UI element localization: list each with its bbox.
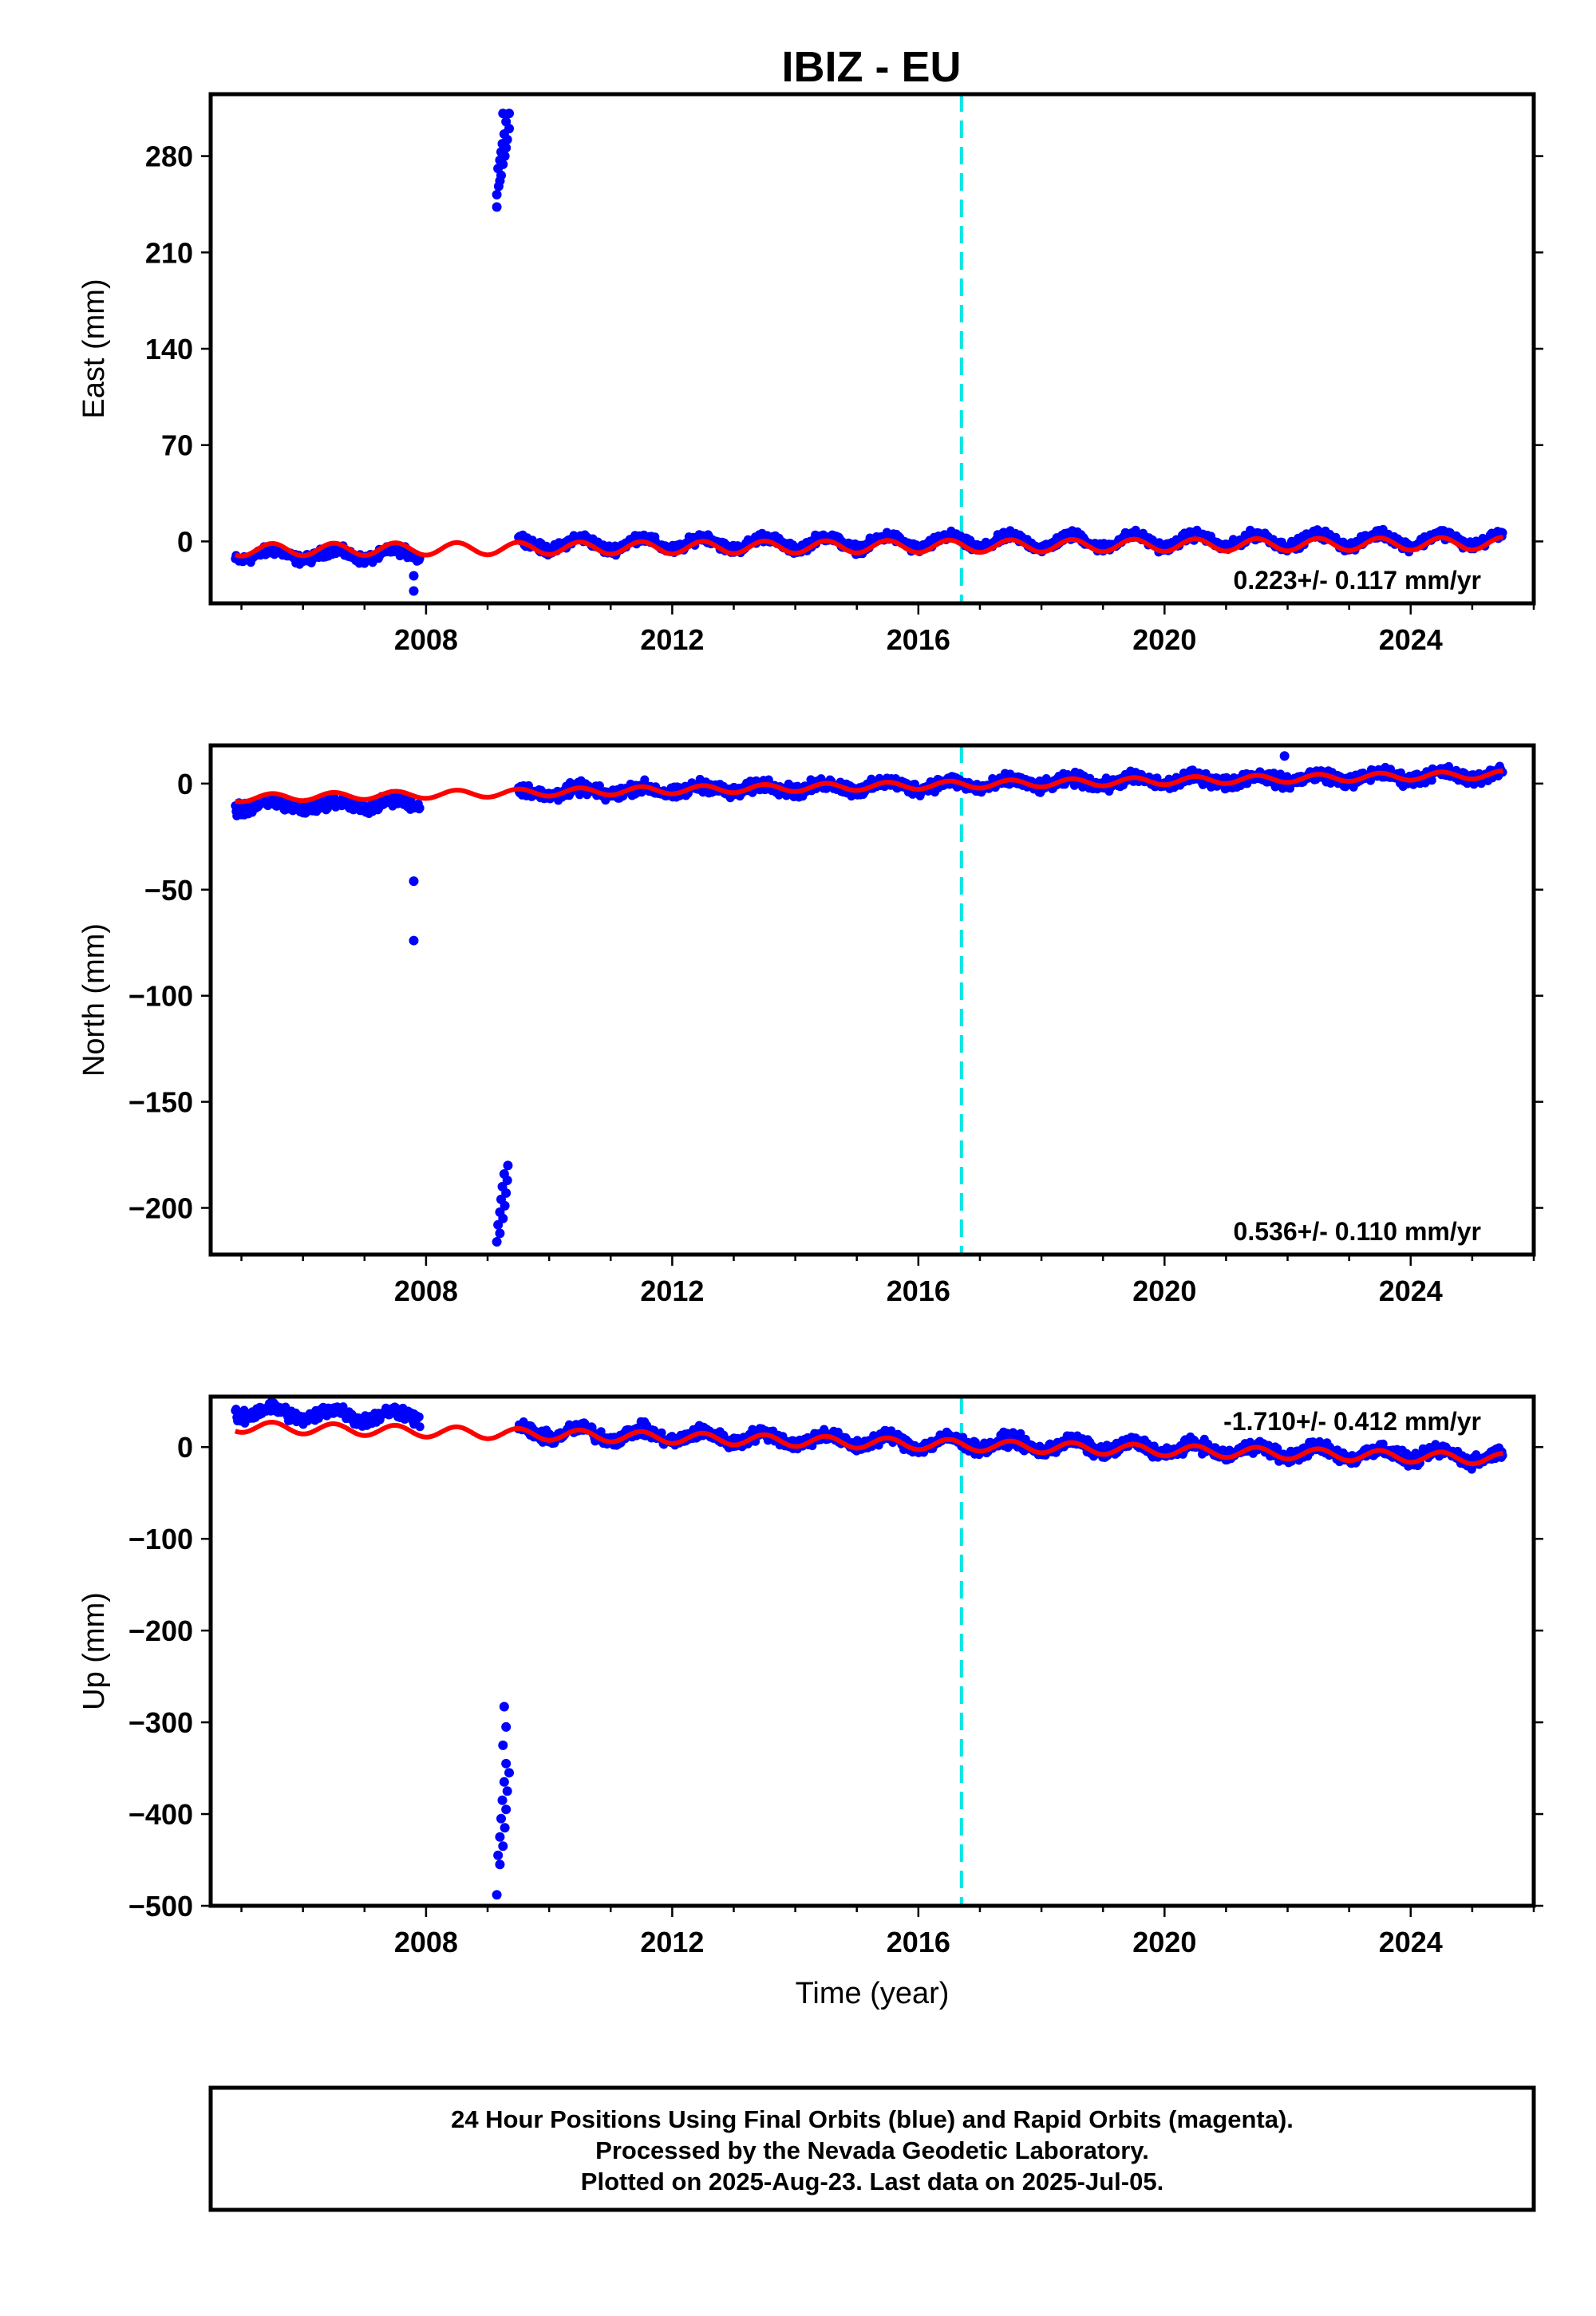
- observation-point: [596, 1427, 606, 1437]
- y-tick-label: −200: [128, 1614, 193, 1647]
- observation-point: [415, 804, 425, 812]
- y-tick-label: −500: [128, 1890, 193, 1923]
- x-tick-label: 2024: [1379, 623, 1443, 656]
- y-tick-label: 70: [161, 429, 193, 462]
- outlier-point: [501, 1758, 512, 1769]
- x-tick-label: 2012: [640, 1275, 704, 1307]
- outlier-point: [500, 1823, 510, 1833]
- outlier-point: [501, 1804, 512, 1815]
- model-curve: [234, 1420, 1504, 1467]
- rate-label: -1.710+/- 0.412 mm/yr: [1223, 1407, 1481, 1436]
- outlier-point: [498, 1841, 508, 1852]
- outlier-point: [492, 189, 502, 200]
- outlier-point: [409, 571, 419, 581]
- panel-frame: [208, 743, 1536, 1257]
- model-curve: [234, 535, 1504, 559]
- y-tick-label: −400: [128, 1798, 193, 1831]
- outlier-point: [495, 1860, 505, 1870]
- y-tick-label: −300: [128, 1706, 193, 1739]
- observation-point: [1498, 528, 1507, 537]
- outlier-point: [492, 1890, 502, 1900]
- outlier-point: [409, 876, 419, 887]
- outlier-point: [492, 202, 502, 212]
- x-tick-label: 2020: [1132, 1275, 1196, 1307]
- y-tick-label: 0: [177, 1431, 193, 1464]
- x-tick-label: 2008: [394, 1926, 458, 1958]
- outlier-point: [503, 1160, 513, 1171]
- x-tick-label: 2008: [394, 1275, 458, 1307]
- y-tick-label: 280: [145, 140, 193, 173]
- outlier-point: [409, 1409, 419, 1419]
- rate-label: 0.223+/- 0.117 mm/yr: [1234, 566, 1481, 595]
- outlier-point: [499, 1168, 509, 1179]
- x-tick-label: 2016: [887, 1926, 950, 1958]
- y-axis-label: North (mm): [77, 923, 111, 1077]
- y-tick-label: −50: [144, 874, 193, 907]
- observation-point: [1016, 1429, 1025, 1438]
- outlier-point: [502, 1786, 512, 1796]
- plot-area: [231, 745, 1507, 1255]
- x-tick-label: 2012: [640, 623, 704, 656]
- y-tick-label: 210: [145, 236, 193, 269]
- outlier-point: [496, 1813, 506, 1824]
- x-tick-label: 2016: [887, 1275, 950, 1307]
- y-axis-label: East (mm): [77, 279, 111, 418]
- footer-line-1: 24 Hour Positions Using Final Orbits (bl…: [451, 2105, 1294, 2133]
- outlier-point: [255, 1402, 265, 1413]
- y-tick-label: −150: [128, 1086, 193, 1119]
- observation-point: [231, 1405, 241, 1414]
- outlier-point: [495, 1832, 505, 1842]
- footer-box: 24 Hour Positions Using Final Orbits (bl…: [208, 2085, 1536, 2212]
- y-tick-label: −100: [128, 980, 193, 1013]
- observation-point: [415, 1422, 425, 1432]
- footer-line-3: Plotted on 2025-Aug-23. Last data on 202…: [581, 2168, 1163, 2195]
- observation-point: [657, 1428, 666, 1437]
- observation-point: [1427, 776, 1436, 785]
- outlier-point: [498, 1740, 508, 1750]
- x-tick-label: 2024: [1379, 1926, 1443, 1958]
- panel-north: −200 −150 −100 −50 0 2008 2012 2016 2020 2024 Nort…: [77, 743, 1543, 1307]
- footer-frame: [208, 2085, 1536, 2212]
- x-tick-label: 2008: [394, 623, 458, 656]
- outlier-point: [497, 1795, 508, 1805]
- model-curve: [234, 768, 1504, 804]
- outlier-point: [492, 1237, 502, 1247]
- panel-east: 0 70 140 210 280 2008 2012 2016 2020 2024 East (mm…: [77, 92, 1543, 656]
- chart-title: IBIZ - EU: [782, 43, 962, 91]
- outlier-point: [493, 1850, 504, 1860]
- y-tick-label: 140: [145, 333, 193, 366]
- outlier-point: [1279, 751, 1290, 761]
- outlier-point: [501, 1721, 512, 1732]
- x-tick-label: 2016: [887, 623, 950, 656]
- x-tick-label: 2020: [1132, 1926, 1196, 1958]
- y-tick-label: −100: [128, 1523, 193, 1555]
- panel-frame: [208, 92, 1536, 606]
- outlier-point: [499, 1701, 509, 1712]
- x-tick-label: 2020: [1132, 623, 1196, 656]
- outlier-point: [409, 935, 419, 946]
- y-axis-label: Up (mm): [77, 1592, 111, 1710]
- outlier-point: [499, 1777, 509, 1787]
- outlier-point: [495, 1228, 505, 1239]
- panels: 0 70 140 210 280 2008 2012 2016 2020 2024 East (mm…: [77, 92, 1543, 2010]
- y-tick-label: −200: [128, 1192, 193, 1225]
- x-tick-label: 2024: [1379, 1275, 1443, 1307]
- plot-area: [231, 94, 1507, 603]
- panel-frame: [208, 1394, 1536, 1908]
- plot-area: [231, 1397, 1507, 1906]
- outlier-point: [409, 586, 419, 596]
- rate-label: 0.536+/- 0.110 mm/yr: [1234, 1217, 1481, 1246]
- y-tick-label: 0: [177, 768, 193, 800]
- footer-line-2: Processed by the Nevada Geodetic Laborat…: [595, 2136, 1149, 2164]
- outlier-point: [504, 109, 515, 119]
- x-tick-label: 2012: [640, 1926, 704, 1958]
- x-axis-label: Time (year): [796, 1977, 950, 2010]
- panel-up: −500 −400 −300 −200 −100 0 2008 2012 2016 2020 202…: [77, 1394, 1543, 2010]
- outlier-point: [504, 1768, 515, 1778]
- y-tick-label: 0: [177, 525, 193, 558]
- outlier-point: [501, 117, 512, 127]
